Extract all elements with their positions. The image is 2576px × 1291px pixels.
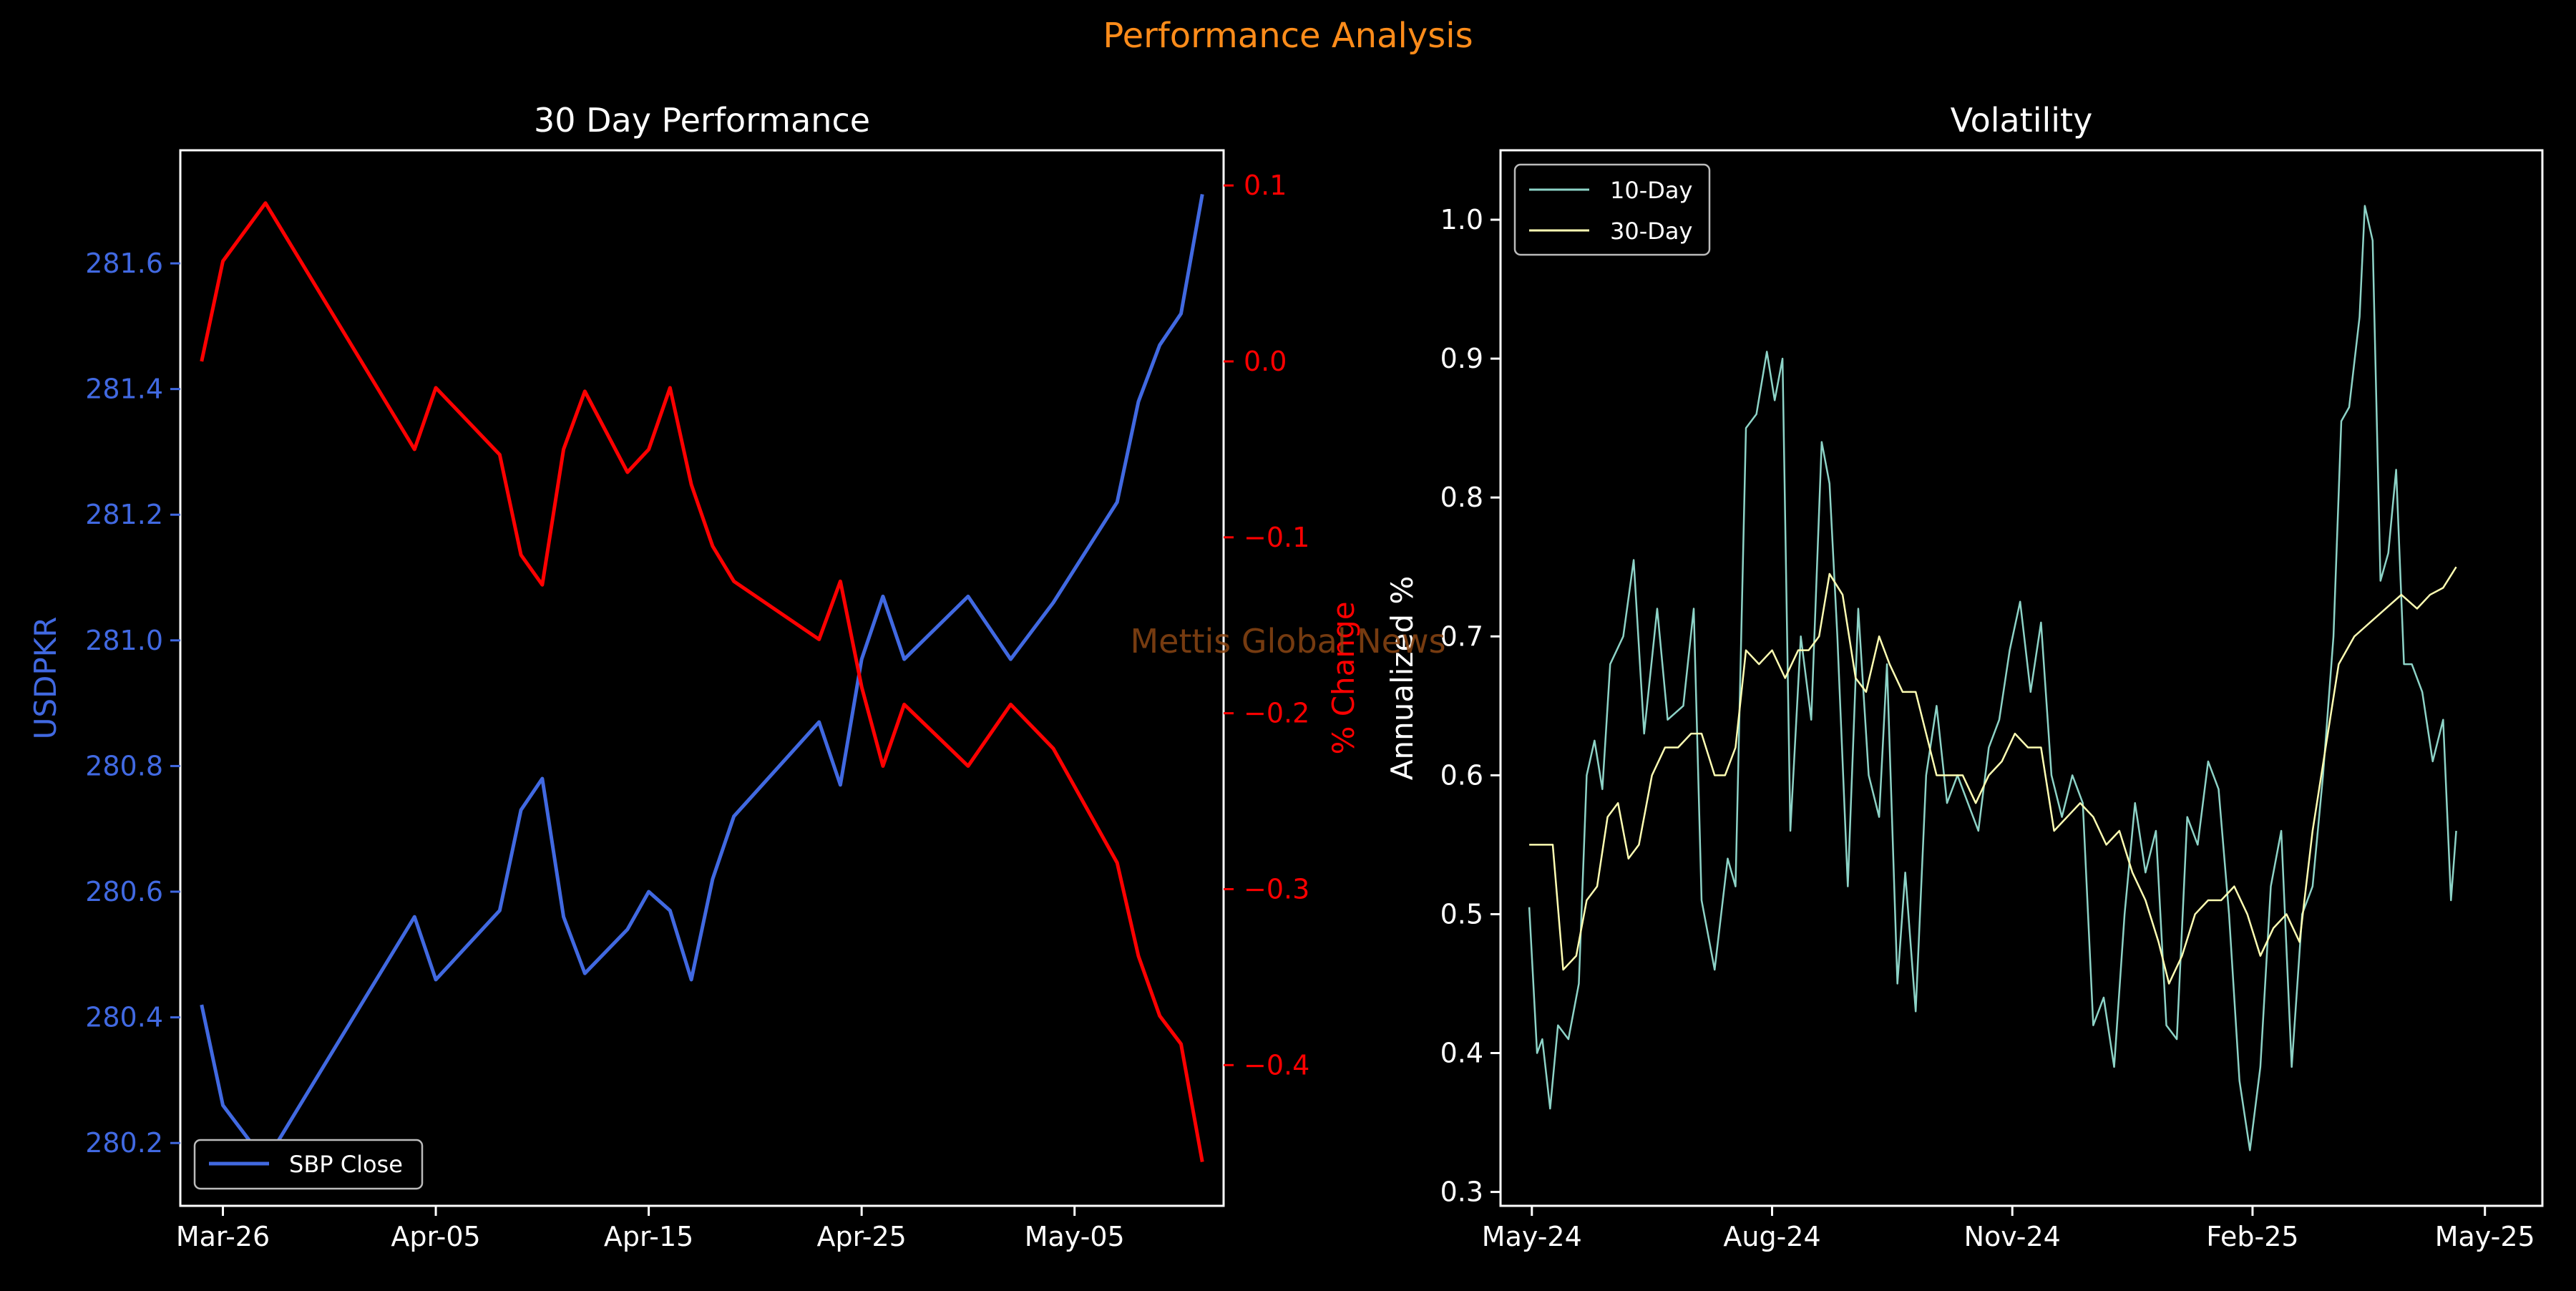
y-tick-label: 1.0 <box>1440 204 1483 235</box>
y-tick-label: 0.9 <box>1440 343 1483 374</box>
y-tick-label: 0.6 <box>1440 759 1483 791</box>
x-tick-label: Apr-15 <box>604 1221 693 1252</box>
y-right-tick-label: −0.4 <box>1244 1049 1309 1081</box>
y-left-tick-label: 280.8 <box>85 750 163 781</box>
y-left-tick-label: 281.2 <box>85 499 163 530</box>
chart-volatility: Volatility May-24 Aug-24 Nov-24 Feb-25 May-25… <box>1385 101 2544 1252</box>
y-right-tick-label: −0.3 <box>1244 874 1309 905</box>
x-tick-label: Nov-24 <box>1964 1221 2061 1252</box>
y-tick-label: 0.8 <box>1440 482 1483 513</box>
x-tick-label: Apr-05 <box>391 1221 480 1252</box>
x-tick-label: Feb-25 <box>2206 1221 2298 1252</box>
y-left-tick-label: 280.4 <box>85 1002 163 1033</box>
y-right-tick-label: 0.0 <box>1244 346 1287 377</box>
y-left-tick-label: 281.0 <box>85 625 163 656</box>
y-left-tick-label: 280.6 <box>85 876 163 907</box>
legend: SBP Close <box>193 1139 424 1190</box>
y-left-tick-label: 281.6 <box>85 248 163 279</box>
chart-title: 30 Day Performance <box>534 101 870 140</box>
legend-box <box>1513 163 1711 256</box>
series-line-10-day <box>1528 205 2457 1151</box>
x-tick-label: May-24 <box>1482 1221 1582 1252</box>
plot-frame <box>179 149 1225 1207</box>
series-line-30-day <box>1529 566 2457 985</box>
legend-label-30-day: 30-Day <box>1610 218 1692 245</box>
y-axis-label: Annualized % <box>1385 576 1420 780</box>
y-right-tick-label: −0.1 <box>1244 522 1309 553</box>
y-tick-label: 0.5 <box>1440 898 1483 930</box>
watermark-text: Mettis Global News <box>1130 622 1445 661</box>
x-tick-label: May-05 <box>1025 1221 1125 1252</box>
y-axis-label-right: % Change <box>1326 601 1361 754</box>
y-right-tick-label: −0.2 <box>1244 698 1309 729</box>
series-line-sbp-close <box>200 194 1204 1164</box>
plot-frame <box>1499 149 2544 1207</box>
y-axis-label-left: USDPKR <box>28 617 63 740</box>
chart-title: Volatility <box>1951 101 2093 140</box>
y-tick-label: 0.7 <box>1440 620 1483 652</box>
series-line-pct-change <box>200 201 1204 1162</box>
legend-label-10-day: 10-Day <box>1610 177 1692 204</box>
x-tick-label: Apr-25 <box>816 1221 906 1252</box>
x-tick-label: Aug-24 <box>1723 1221 1820 1252</box>
y-tick-label: 0.4 <box>1440 1038 1483 1069</box>
y-right-tick-label: 0.1 <box>1244 170 1287 201</box>
legend: 10-Day 30-Day <box>1513 163 1711 256</box>
y-left-tick-label: 281.4 <box>85 374 163 405</box>
x-tick-label: May-25 <box>2435 1221 2535 1252</box>
chart-30-day-performance: 30 Day Performance Mar-26 Apr-05 Apr-15 Apr-… <box>28 101 1361 1252</box>
legend-label-sbp-close: SBP Close <box>289 1151 403 1178</box>
x-tick-label: Mar-26 <box>176 1221 270 1252</box>
legend-box <box>193 1139 424 1190</box>
figure-suptitle: Performance Analysis <box>1103 16 1473 56</box>
y-tick-label: 0.3 <box>1440 1176 1483 1208</box>
y-left-tick-label: 280.2 <box>85 1127 163 1159</box>
